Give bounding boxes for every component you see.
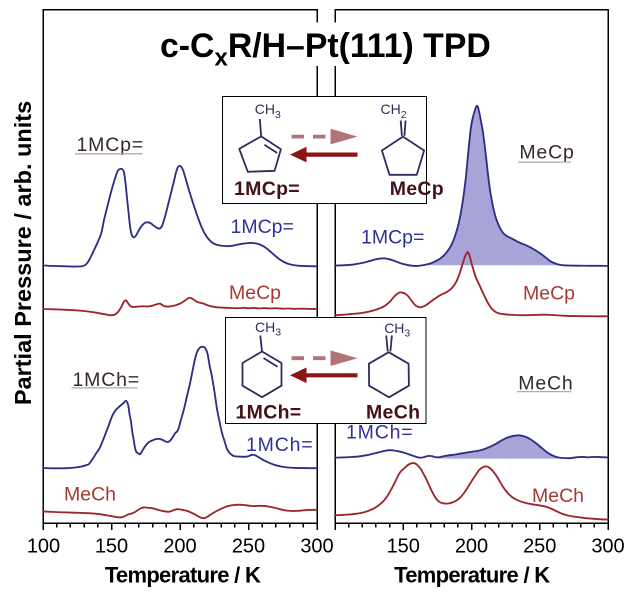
svg-text:150: 150 xyxy=(387,536,420,558)
svg-text:250: 250 xyxy=(232,536,265,558)
svg-text:MeCp: MeCp xyxy=(519,142,574,164)
svg-text:Partial Pressure / arb. units: Partial Pressure / arb. units xyxy=(10,101,36,405)
svg-text:200: 200 xyxy=(455,536,488,558)
svg-text:Temperature / K: Temperature / K xyxy=(394,563,550,588)
svg-text:MeCp: MeCp xyxy=(390,178,444,200)
svg-text:MeCh: MeCh xyxy=(532,485,584,507)
svg-text:1MCp=: 1MCp= xyxy=(361,227,424,249)
svg-text:300: 300 xyxy=(300,536,333,558)
svg-text:1MCp=: 1MCp= xyxy=(77,134,144,156)
svg-text:c-CxR/H–Pt(111) TPD: c-CxR/H–Pt(111) TPD xyxy=(160,27,491,72)
svg-text:250: 250 xyxy=(523,536,556,558)
svg-text:CH3: CH3 xyxy=(255,319,281,339)
svg-text:300: 300 xyxy=(591,536,624,558)
svg-text:MeCh: MeCh xyxy=(366,402,420,424)
svg-text:200: 200 xyxy=(163,536,196,558)
svg-text:1MCp=: 1MCp= xyxy=(234,178,300,200)
svg-text:CH3: CH3 xyxy=(255,101,281,121)
svg-text:100: 100 xyxy=(27,536,60,558)
svg-text:CH2: CH2 xyxy=(381,101,407,121)
svg-text:1MCh=: 1MCh= xyxy=(346,422,413,444)
svg-text:1MCh=: 1MCh= xyxy=(236,402,302,424)
svg-text:1MCh=: 1MCh= xyxy=(73,369,140,391)
svg-text:CH3: CH3 xyxy=(384,320,410,340)
svg-text:150: 150 xyxy=(95,536,128,558)
svg-text:MeCp: MeCp xyxy=(229,282,281,304)
svg-text:MeCh: MeCh xyxy=(64,483,116,505)
svg-text:MeCh: MeCh xyxy=(518,373,573,395)
svg-text:1MCh=: 1MCh= xyxy=(246,434,313,456)
svg-text:Temperature / K: Temperature / K xyxy=(105,563,261,588)
svg-text:1MCp=: 1MCp= xyxy=(231,216,294,238)
svg-text:MeCp: MeCp xyxy=(523,283,575,305)
